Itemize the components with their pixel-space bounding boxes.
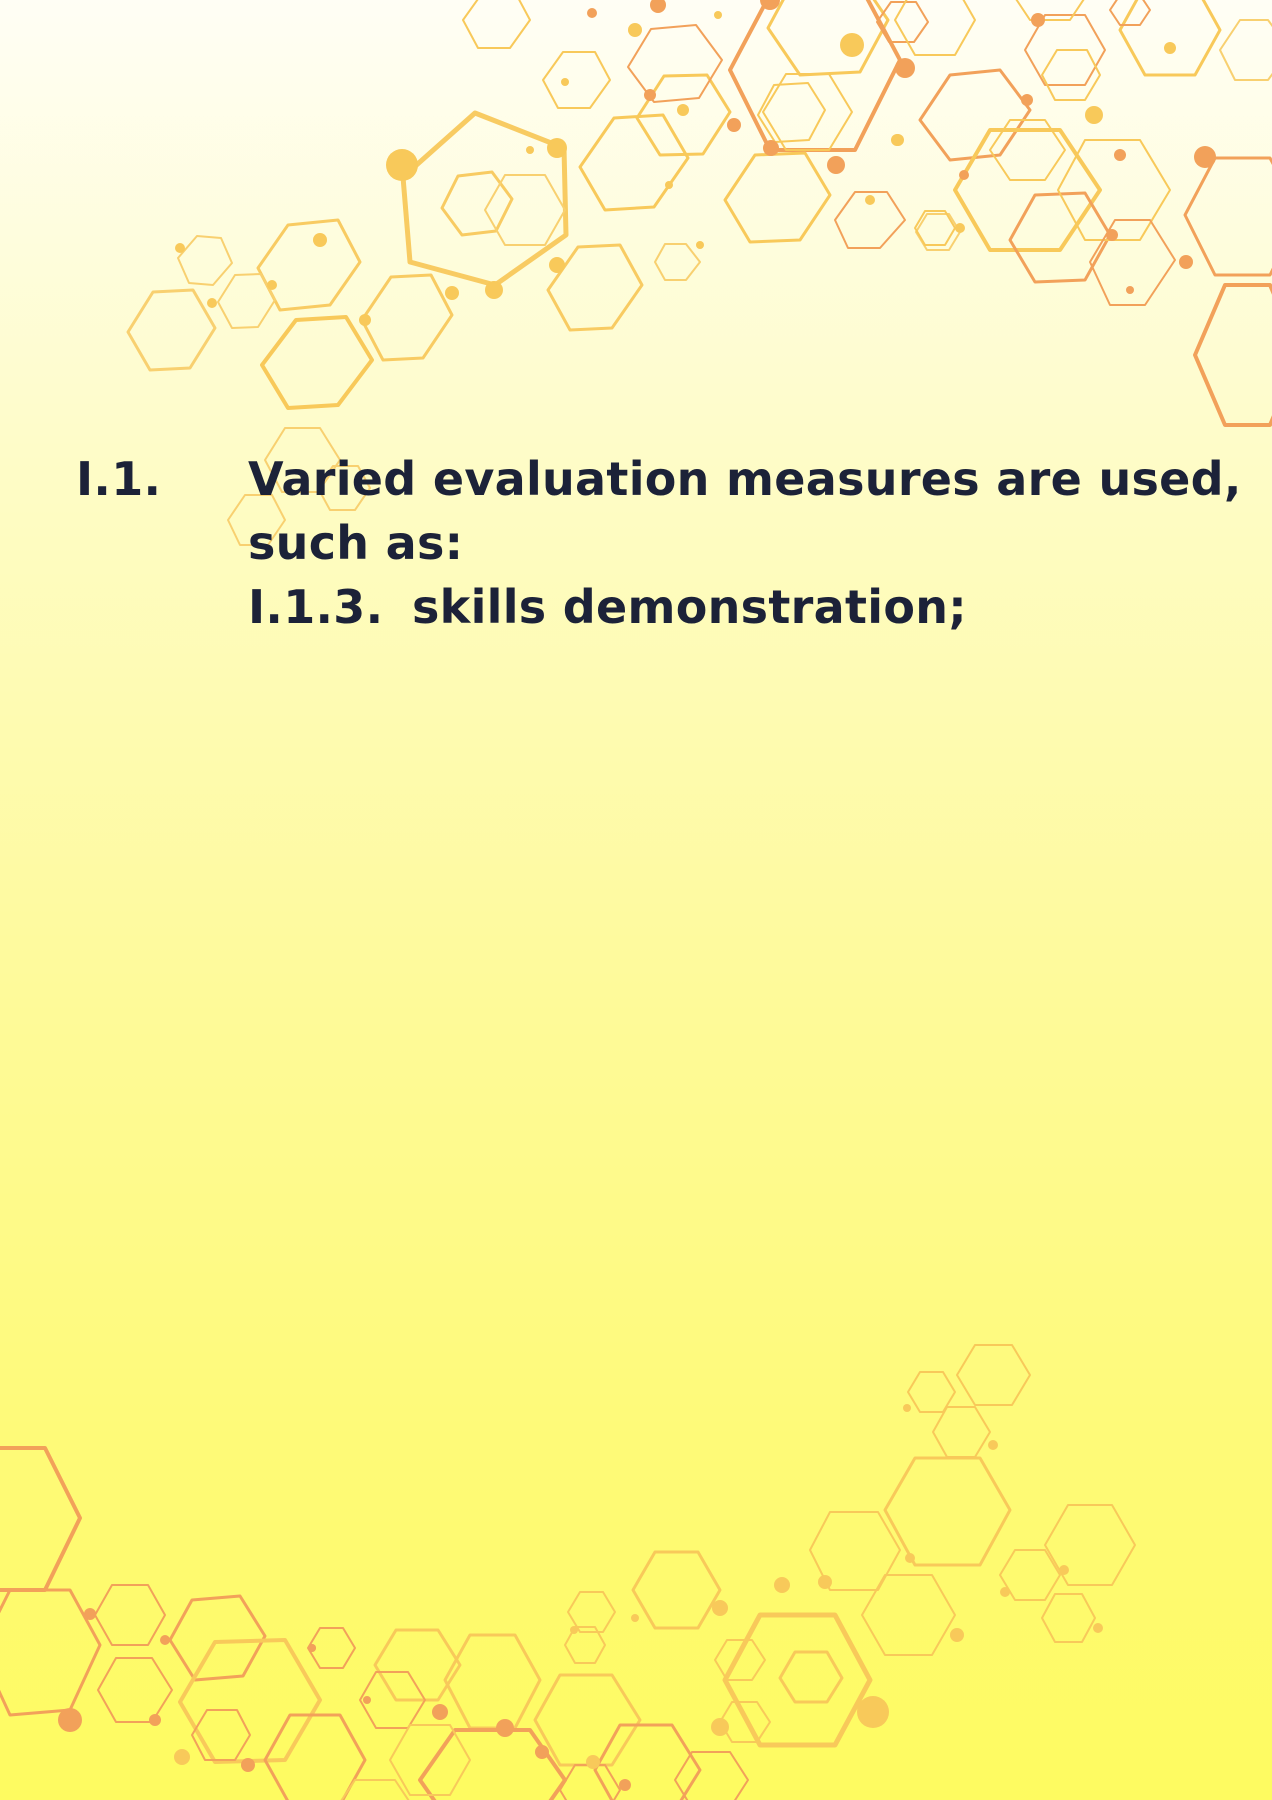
item-number: I.1. xyxy=(76,452,162,506)
subitem-text: skills demonstration; xyxy=(412,580,967,634)
item-text-line-2: such as: xyxy=(248,516,464,570)
item-text-line-1: Varied evaluation measures are used, xyxy=(248,452,1242,506)
subitem-number: I.1.3. xyxy=(248,580,384,634)
